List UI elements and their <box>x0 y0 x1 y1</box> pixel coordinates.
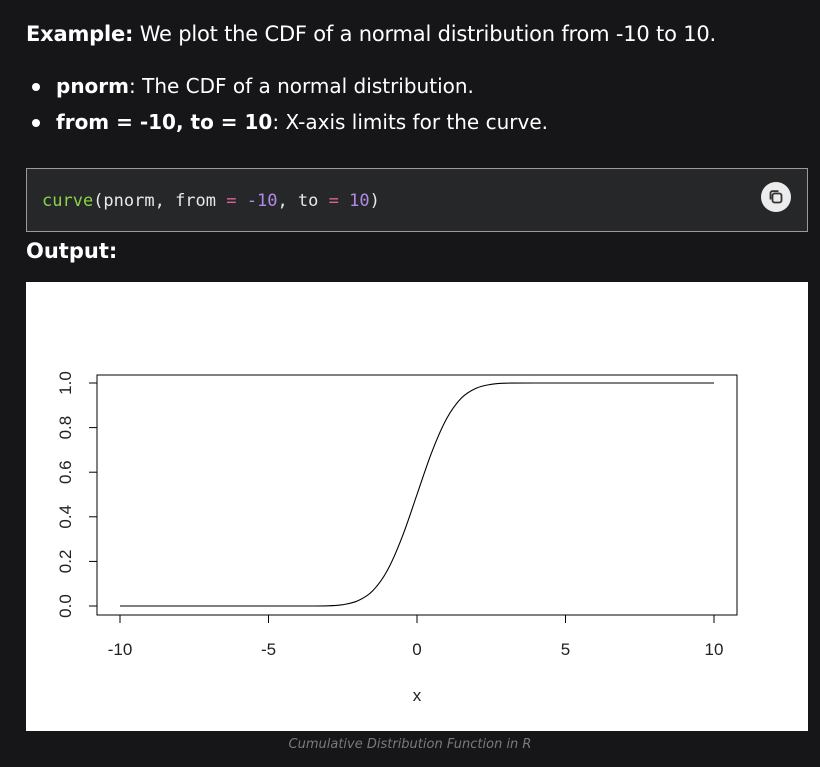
y-axis-tick-label: 0.8 <box>56 416 75 440</box>
x-axis-tick-label: -10 <box>108 640 133 659</box>
code-args-close: ) <box>369 191 380 211</box>
x-axis-title: x <box>413 686 422 705</box>
list-item-desc: : X-axis limits for the curve. <box>272 110 548 134</box>
list-item: from = -10, to = 10: X-axis limits for t… <box>30 104 548 140</box>
code-args-mid: , to <box>277 191 329 211</box>
y-axis-tick-label: 0.2 <box>56 550 75 574</box>
copy-icon <box>769 190 783 204</box>
explanation-list: pnorm: The CDF of a normal distribution.… <box>30 68 548 140</box>
intro-text: We plot the CDF of a normal distribution… <box>133 22 717 46</box>
cdf-curve <box>120 382 714 607</box>
code-args-open: (pnorm, from <box>93 191 227 211</box>
x-axis-tick-label: 0 <box>412 640 421 659</box>
intro-label: Example: <box>26 22 134 46</box>
copy-code-button[interactable] <box>761 182 791 212</box>
y-axis-tick-label: 1.0 <box>56 371 75 395</box>
x-axis-tick-label: 5 <box>561 640 570 659</box>
list-item-term: from = -10, to = 10 <box>56 110 273 134</box>
code-number: -10 <box>236 191 278 211</box>
code-line: curve(pnorm, from = -10, to = 10) <box>42 190 380 212</box>
list-item: pnorm: The CDF of a normal distribution. <box>30 68 548 104</box>
x-axis-tick-label: 10 <box>705 640 724 659</box>
figure-caption: Cumulative Distribution Function in R <box>288 737 532 752</box>
code-number: 10 <box>338 191 370 211</box>
output-label: Output: <box>26 239 118 263</box>
code-operator: = <box>328 191 339 211</box>
code-function: curve <box>42 191 94 211</box>
list-item-term: pnorm <box>56 74 129 98</box>
cdf-plot-svg: -10 -5 0 5 10 0.0 0.2 0.4 0.6 0.8 1.0 x <box>56 371 738 705</box>
code-block[interactable]: curve(pnorm, from = -10, to = 10) <box>26 168 808 232</box>
intro-paragraph: Example: We plot the CDF of a normal dis… <box>26 19 716 49</box>
y-axis-tick-label: 0.0 <box>56 594 75 618</box>
code-operator: = <box>226 191 237 211</box>
x-axis-tick-label: -5 <box>261 640 276 659</box>
cdf-plot: -10 -5 0 5 10 0.0 0.2 0.4 0.6 0.8 1.0 x <box>26 282 808 731</box>
y-axis-tick-label: 0.4 <box>56 505 75 529</box>
y-axis-tick-label: 0.6 <box>56 460 75 484</box>
list-item-desc: : The CDF of a normal distribution. <box>129 74 474 98</box>
